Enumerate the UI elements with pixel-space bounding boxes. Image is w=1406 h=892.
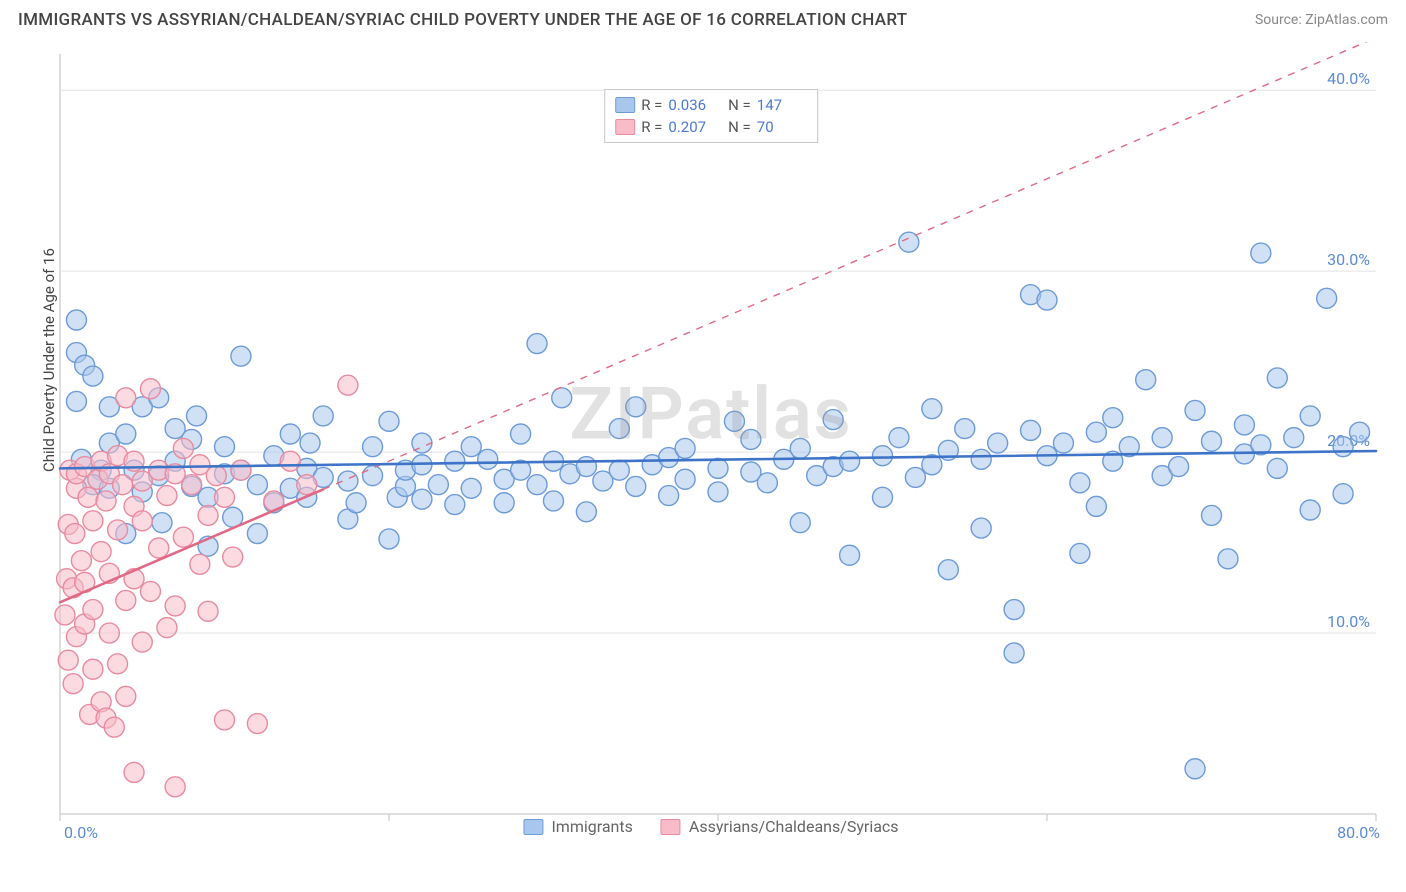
svg-text:0.0%: 0.0%	[64, 823, 98, 842]
scatter-chart: 10.0%20.0%30.0%40.0%0.0%80.0%	[34, 42, 1388, 850]
svg-text:80.0%: 80.0%	[1337, 823, 1380, 842]
chart-title: IMMIGRANTS VS ASSYRIAN/CHALDEAN/SYRIAC C…	[18, 10, 907, 30]
chart-area: Child Poverty Under the Age of 16 10.0%2…	[34, 42, 1388, 850]
legend-swatch-pink	[661, 819, 681, 835]
svg-text:30.0%: 30.0%	[1327, 250, 1370, 269]
source-link[interactable]: ZipAtlas.com	[1305, 12, 1388, 28]
svg-text:10.0%: 10.0%	[1327, 612, 1370, 631]
legend-swatch-pink	[615, 119, 635, 135]
legend-item: Immigrants	[523, 817, 632, 836]
legend-item: Assyrians/Chaldeans/Syriacs	[661, 817, 899, 836]
source-attribution: Source: ZipAtlas.com	[1255, 12, 1388, 28]
legend-stats: R = 0.036 N = 147 R = 0.207 N = 70	[604, 89, 818, 143]
legend-swatch-blue	[523, 819, 543, 835]
legend-series: Immigrants Assyrians/Chaldeans/Syriacs	[523, 817, 898, 836]
chart-header: IMMIGRANTS VS ASSYRIAN/CHALDEAN/SYRIAC C…	[0, 0, 1406, 38]
legend-swatch-blue	[615, 97, 635, 113]
svg-text:40.0%: 40.0%	[1327, 69, 1370, 88]
y-axis-label: Child Poverty Under the Age of 16	[40, 248, 58, 472]
legend-stats-row: R = 0.036 N = 147	[615, 94, 807, 116]
legend-stats-row: R = 0.207 N = 70	[615, 116, 807, 138]
